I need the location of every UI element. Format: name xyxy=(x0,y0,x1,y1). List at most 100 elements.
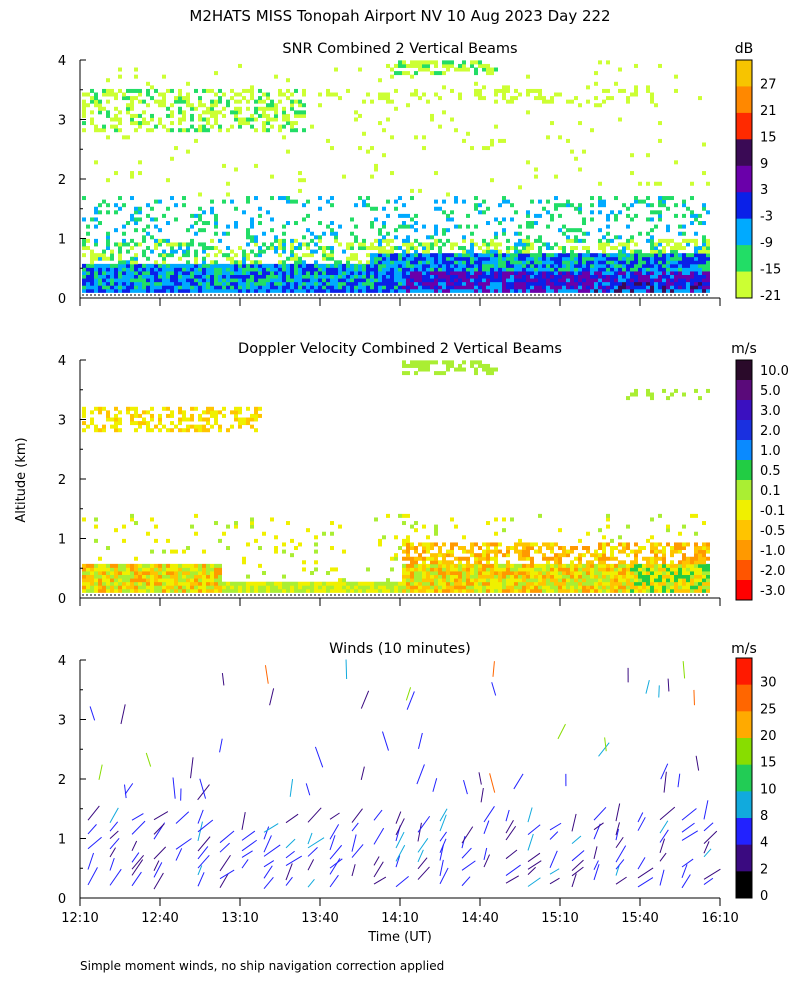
wind-barb xyxy=(197,865,203,876)
colorbar-swatch xyxy=(736,440,752,461)
wind-barb xyxy=(703,841,710,854)
y-tick-label: 4 xyxy=(58,654,66,669)
colorbar-label: 3 xyxy=(760,183,768,198)
y-tick-label: 3 xyxy=(58,414,66,429)
wind-barb xyxy=(264,665,269,684)
wind-barb xyxy=(87,852,95,870)
colorbar-label: 10.0 xyxy=(760,364,789,379)
colorbar-label: 5.0 xyxy=(760,384,781,399)
colorbar-swatch xyxy=(736,165,752,193)
wind-barb xyxy=(549,831,559,840)
colorbar-swatch xyxy=(736,360,752,381)
wind-barb xyxy=(604,737,607,752)
wind-barb xyxy=(241,812,246,830)
wind-barb xyxy=(703,830,718,844)
y-tick-label: 0 xyxy=(58,292,66,307)
wind-barb xyxy=(527,833,534,851)
wind-barb xyxy=(285,855,303,867)
wind-barb xyxy=(305,783,311,796)
wind-barb xyxy=(659,869,665,886)
x-tick-label: 13:40 xyxy=(301,911,338,926)
wind-barb xyxy=(439,814,447,832)
plot-data xyxy=(82,60,710,296)
wind-barb xyxy=(395,855,401,868)
y-tick-label: 3 xyxy=(58,714,66,729)
wind-barb xyxy=(659,852,667,862)
x-tick-label: 14:10 xyxy=(381,911,418,926)
wind-barb xyxy=(571,859,584,872)
wind-barb xyxy=(109,830,119,839)
colorbar-frame xyxy=(735,359,753,601)
wind-barb xyxy=(329,835,336,851)
wind-barb xyxy=(219,854,231,872)
colorbar-swatch xyxy=(736,658,752,686)
wind-barb xyxy=(345,659,348,680)
colorbar-swatch xyxy=(736,400,752,421)
wind-barb xyxy=(190,757,194,779)
colorbar-label: -9 xyxy=(760,236,773,251)
wind-barb xyxy=(505,864,521,876)
colorbar-label: -21 xyxy=(760,289,781,304)
wind-barb xyxy=(329,874,339,888)
wind-barb xyxy=(124,783,134,795)
wind-barb xyxy=(483,854,491,868)
wind-barb xyxy=(483,820,490,835)
wind-barb xyxy=(695,755,700,771)
colorbar-swatch xyxy=(736,112,752,140)
colorbar-label: 9 xyxy=(760,157,768,172)
colorbar-frame xyxy=(735,657,753,899)
colorbar-unit: dB xyxy=(735,41,754,57)
wind-barb xyxy=(659,806,676,821)
wind-barb xyxy=(478,772,482,785)
wind-barb xyxy=(153,872,164,890)
y-tick-label: 0 xyxy=(58,892,66,907)
wind-barb xyxy=(109,857,115,871)
wind-barb xyxy=(637,867,654,879)
y-tick-label: 2 xyxy=(58,473,66,488)
wind-barb xyxy=(418,732,423,750)
wind-barb xyxy=(373,809,383,821)
wind-barb xyxy=(395,811,402,824)
colorbar-swatch xyxy=(736,460,752,481)
wind-barb xyxy=(417,849,424,863)
wind-barb xyxy=(197,821,203,841)
colorbar-label: -15 xyxy=(760,263,781,278)
wind-barb xyxy=(373,876,387,885)
colorbar-frame xyxy=(735,59,753,299)
colorbar-swatch xyxy=(736,271,752,299)
colorbar-label: 2 xyxy=(760,862,768,877)
x-tick-label: 13:10 xyxy=(221,911,258,926)
wind-barb xyxy=(557,723,566,740)
wind-barb xyxy=(329,858,343,869)
panel-3: Winds (10 minutes) 0 1 2 3 4 12:10 12:40 13:10 13… xyxy=(58,641,777,926)
wind-barb xyxy=(461,847,472,859)
wind-barb xyxy=(549,868,560,875)
wind-barb xyxy=(461,835,466,849)
wind-barb xyxy=(199,778,207,799)
wind-barb xyxy=(109,807,119,823)
wind-barb xyxy=(615,876,627,885)
colorbar-label: 2.0 xyxy=(760,424,781,439)
wind-barb xyxy=(439,867,449,885)
wind-barb xyxy=(131,852,140,863)
wind-barb xyxy=(432,778,438,792)
wind-barb xyxy=(219,869,235,880)
wind-barb xyxy=(351,822,359,832)
wind-barb xyxy=(329,824,340,840)
colorbar-swatch xyxy=(736,580,752,601)
wind-barb xyxy=(307,879,315,888)
wind-barb xyxy=(285,876,293,886)
wind-barb xyxy=(131,813,144,821)
wind-barb xyxy=(197,819,214,833)
colorbar-label: 25 xyxy=(760,702,777,717)
wind-barb xyxy=(439,808,448,822)
colorbar-swatch xyxy=(736,380,752,401)
wind-barb xyxy=(681,864,688,879)
colorbar: 10.0 5.0 3.0 2.0 1.0 0.5 0.1 -0.1 -0.5 -1.0 -2.0 -3… xyxy=(731,341,789,601)
wind-barb xyxy=(549,822,562,831)
wind-barb xyxy=(593,860,599,870)
x-tick-label: 15:40 xyxy=(621,911,658,926)
wind-barb xyxy=(406,691,415,710)
colorbar-swatch xyxy=(736,480,752,501)
